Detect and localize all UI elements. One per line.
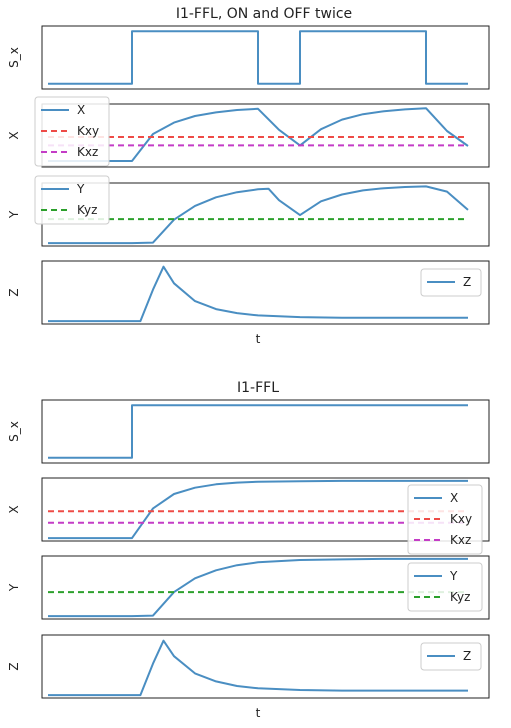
series-line-z [48,265,468,323]
panel-x: X X Kxy Kxz [7,96,490,168]
legend-label-kxy: Kxy [77,124,99,138]
x-axis-label: t [256,332,261,346]
legend-label-kxz: Kxz [77,145,98,159]
series-line-s-x [48,404,468,459]
panel-x-legend: X Kxy Kxz [407,484,483,555]
figure-on-off-twice: I1-FFL, ON and OFF twice t S_xXXKxyKxzYY… [7,6,490,346]
y-axis-label: X [7,131,21,139]
y-axis-label: S_x [7,47,21,68]
axes-frame [41,555,490,620]
y-axis-label: X [7,505,21,513]
figure-title: I1-FFL [237,380,279,396]
legend-label-kxz: Kxz [450,533,471,547]
axes-frame [41,634,490,699]
series-line-x [48,479,468,540]
series-line-y [48,185,469,245]
panel-y-legend: Y Kyz [34,175,110,225]
panel-x: X X Kxy Kxz [7,477,490,555]
legend-label-x: X [450,491,458,505]
legend-label-kyz: Kyz [77,203,97,217]
legend-label-y: Y [449,569,458,583]
series-line-y [48,557,468,618]
legend-frame [407,484,483,555]
legend-label-z: Z [463,275,471,289]
y-axis-label: Z [7,662,21,670]
axes-frame [41,477,490,542]
legend-label-z: Z [463,649,471,663]
axes-frame [41,25,490,90]
panel-s-x: S_x [7,25,490,90]
panel-z: ZZ [7,260,490,325]
axes-frame [41,260,490,325]
series-line-x [48,107,469,162]
panel-z-legend: Z [420,268,482,297]
y-axis-label: S_x [7,421,21,442]
panel-z-legend: Z [420,642,482,671]
panel-y-legend: Y Kyz [407,562,483,612]
axes-frame [41,399,490,464]
series-line-z [48,639,468,697]
panel-x-legend: X Kxy Kxz [34,96,110,167]
legend-frame [407,562,483,612]
x-axis-label: t [256,706,261,720]
panel-y: Y Y Kyz [7,555,490,620]
figure-title: I1-FFL, ON and OFF twice [176,6,352,22]
legend-label-y: Y [76,182,85,196]
legend-frame [34,96,110,167]
legend-label-kxy: Kxy [450,512,472,526]
legend-label-x: X [77,103,85,117]
legend-label-kyz: Kyz [450,590,470,604]
legend-frame [34,175,110,225]
series-line-s-x [48,30,468,85]
panel-z: ZZ [7,634,490,699]
y-axis-label: Z [7,288,21,296]
panel-s-x: S_x [7,399,490,464]
y-axis-label: Y [7,210,21,219]
y-axis-label: Y [7,583,21,592]
panel-y: Y Y Kyz [7,175,490,247]
